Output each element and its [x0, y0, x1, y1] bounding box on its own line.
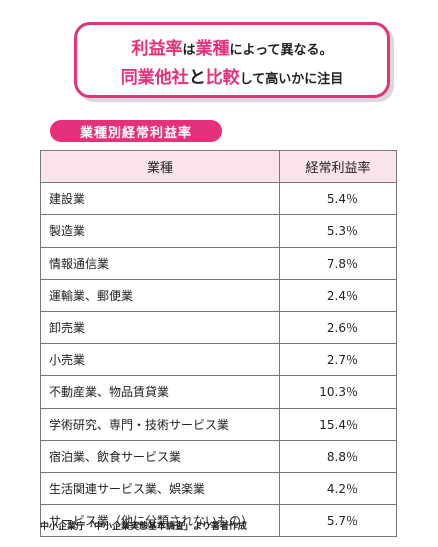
- rate-cell: 5.3％: [279, 214, 397, 248]
- industry-cell: 建設業: [40, 182, 280, 216]
- header-rate: 経常利益率: [279, 149, 397, 184]
- source-note: 中小企業庁「中小企業実態基本調査」より著者作成: [40, 522, 247, 532]
- table-row: 不動産業、物品賃貸業 10.3％: [40, 375, 397, 409]
- profit-rate-table: 業種 経常利益率 建設業 5.4％ 製造業 5.3％ 情報通信業 7.8％ 運輸業、郵便業 2…: [40, 149, 397, 538]
- callout-text: して高いかに注目: [239, 72, 344, 87]
- rate-cell: 8.8％: [279, 439, 397, 473]
- industry-cell: 宿泊業、飲食サービス業: [40, 439, 280, 473]
- table-title-label: 業種別経常利益率: [50, 120, 222, 142]
- rate-cell: 7.8％: [279, 246, 397, 280]
- callout-keyword-competitors: 同業他社: [120, 68, 189, 88]
- table-row: 宿泊業、飲食サービス業 8.8％: [40, 439, 397, 473]
- callout-text: によって異なる。: [229, 43, 333, 58]
- industry-cell: サービス業（他に分類されないもの）: [40, 504, 280, 538]
- table-row: 建設業 5.4％: [40, 182, 397, 216]
- table-header-row: 業種 経常利益率: [40, 149, 397, 184]
- table-row: 製造業 5.3％: [40, 214, 397, 248]
- header-industry: 業種: [40, 149, 280, 184]
- callout-line-1: 利益率は業種によって異なる。: [77, 34, 387, 59]
- table-row: 運輸業、郵便業 2.4％: [40, 278, 397, 312]
- callout-keyword-profit-rate: 利益率: [131, 39, 183, 59]
- industry-cell: 生活関連サービス業、娯楽業: [40, 471, 280, 506]
- table-row: 情報通信業 7.8％: [40, 246, 397, 280]
- headline-callout: 利益率は業種によって異なる。 同業他社と比較して高いかに注目: [74, 22, 390, 98]
- rate-cell: 15.4％: [279, 407, 397, 441]
- table-row: 卸売業 2.6％: [40, 310, 397, 345]
- industry-cell: 小売業: [40, 343, 280, 377]
- rate-cell: 2.6％: [279, 310, 397, 345]
- industry-cell: 不動産業、物品賃貸業: [40, 375, 280, 409]
- industry-cell: 学術研究、専門・技術サービス業: [40, 407, 280, 441]
- table-row: サービス業（他に分類されないもの） 5.7％: [40, 504, 397, 538]
- callout-text: は: [182, 43, 196, 58]
- rate-cell: 5.4％: [279, 182, 397, 216]
- industry-cell: 卸売業: [40, 310, 280, 345]
- table-row: 生活関連サービス業、娯楽業 4.2％: [40, 471, 397, 506]
- callout-keyword-compare: 比較: [205, 68, 240, 88]
- industry-cell: 製造業: [40, 214, 280, 248]
- table-body: 建設業 5.4％ 製造業 5.3％ 情報通信業 7.8％ 運輸業、郵便業 2.4％ 卸売業 2.6…: [40, 182, 397, 538]
- callout-text: と: [188, 68, 206, 88]
- table-row: 小売業 2.7％: [40, 343, 397, 377]
- table-row: 学術研究、専門・技術サービス業 15.4％: [40, 407, 397, 441]
- industry-cell: 情報通信業: [40, 246, 280, 280]
- rate-cell: 2.4％: [279, 278, 397, 312]
- industry-cell: 運輸業、郵便業: [40, 278, 280, 312]
- rate-cell: 10.3％: [279, 375, 397, 409]
- rate-cell: 4.2％: [279, 471, 397, 506]
- rate-cell: 2.7％: [279, 343, 397, 377]
- callout-keyword-industry: 業種: [195, 39, 230, 59]
- rate-cell: 5.7％: [279, 504, 397, 538]
- callout-line-2: 同業他社と比較して高いかに注目: [77, 63, 387, 88]
